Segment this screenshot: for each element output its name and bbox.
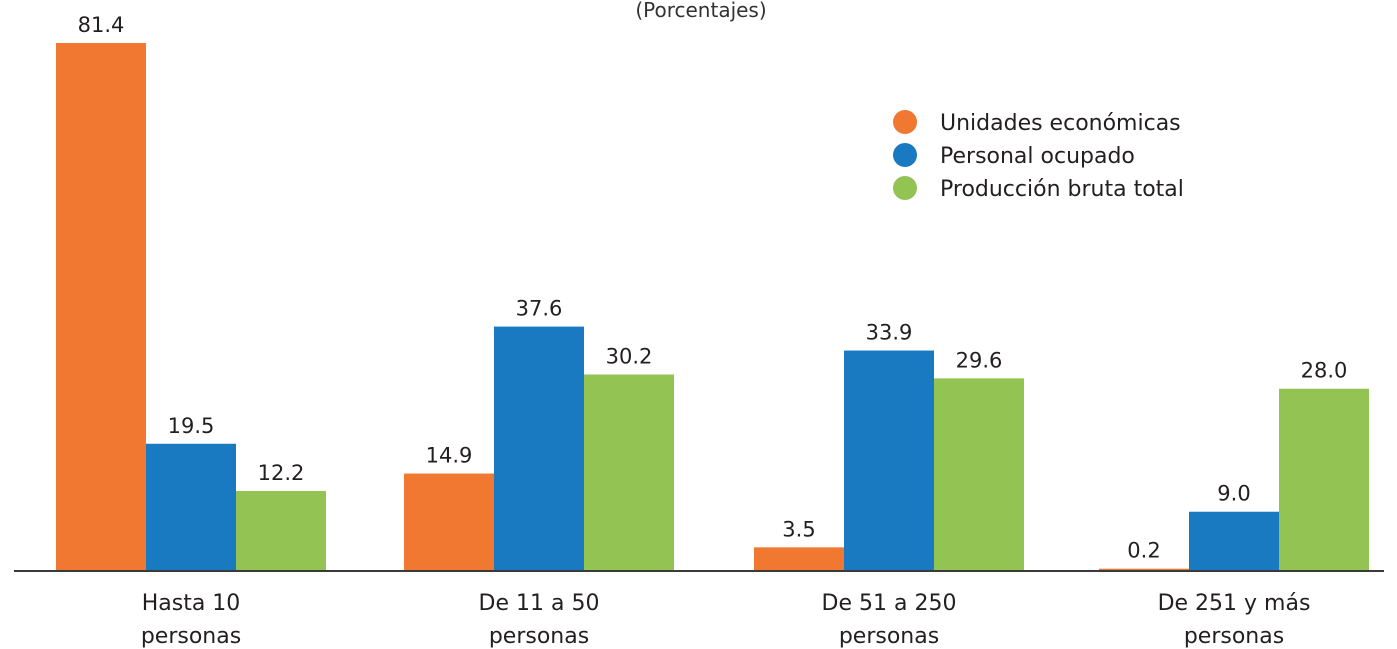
- bar-value-label: 9.0: [1217, 482, 1250, 506]
- x-tick-label: De 51 a 250: [822, 591, 957, 616]
- bar: [754, 547, 844, 570]
- x-tick-label: personas: [141, 624, 241, 649]
- x-tick-labels: Hasta 10 personas De 11 a 50 personas De 51 …: [141, 591, 1311, 649]
- x-tick-label: personas: [489, 624, 589, 649]
- x-tick-label: personas: [1184, 624, 1284, 649]
- bar: [1189, 511, 1279, 570]
- x-tick-label: Hasta 10: [142, 591, 241, 616]
- bar: [404, 473, 494, 570]
- legend-marker: [893, 110, 917, 134]
- legend-label: Personal ocupado: [940, 144, 1135, 169]
- legend: Unidades económicas Personal ocupado Produ…: [893, 110, 1184, 202]
- bar: [56, 43, 146, 570]
- bar-value-label: 0.2: [1127, 539, 1160, 563]
- bar-value-label: 81.4: [78, 13, 125, 37]
- x-tick-label: personas: [839, 624, 939, 649]
- legend-marker: [893, 176, 917, 200]
- bar-value-label: 28.0: [1301, 359, 1348, 383]
- bar-value-label: 14.9: [426, 444, 473, 468]
- bar: [146, 443, 236, 570]
- bar: [584, 374, 674, 570]
- bar: [494, 326, 584, 570]
- legend-label: Producción bruta total: [940, 177, 1184, 202]
- bar: [934, 378, 1024, 570]
- bars-group: [56, 43, 1369, 570]
- bar: [844, 350, 934, 570]
- bar: [1099, 568, 1189, 570]
- bar-value-label: 37.6: [516, 297, 563, 321]
- bar-value-label: 30.2: [606, 344, 653, 368]
- legend-label: Unidades económicas: [940, 111, 1181, 136]
- bar-value-label: 33.9: [866, 321, 913, 345]
- bar-value-label: 12.2: [258, 461, 305, 485]
- chart-subtitle: (Porcentajes): [635, 0, 766, 22]
- bar: [236, 491, 326, 570]
- legend-marker: [893, 143, 917, 167]
- bar-labels-group: 81.4 19.5 12.2 14.9 37.6 30.2 3.5 33.9 29.6 0.2 9.…: [78, 13, 1348, 563]
- bar-value-label: 29.6: [956, 348, 1003, 372]
- x-tick-label: De 11 a 50: [479, 591, 600, 616]
- bar-value-label: 19.5: [168, 414, 215, 438]
- bar-value-label: 3.5: [782, 517, 815, 541]
- bar: [1279, 388, 1369, 570]
- x-tick-label: De 251 y más: [1158, 591, 1311, 616]
